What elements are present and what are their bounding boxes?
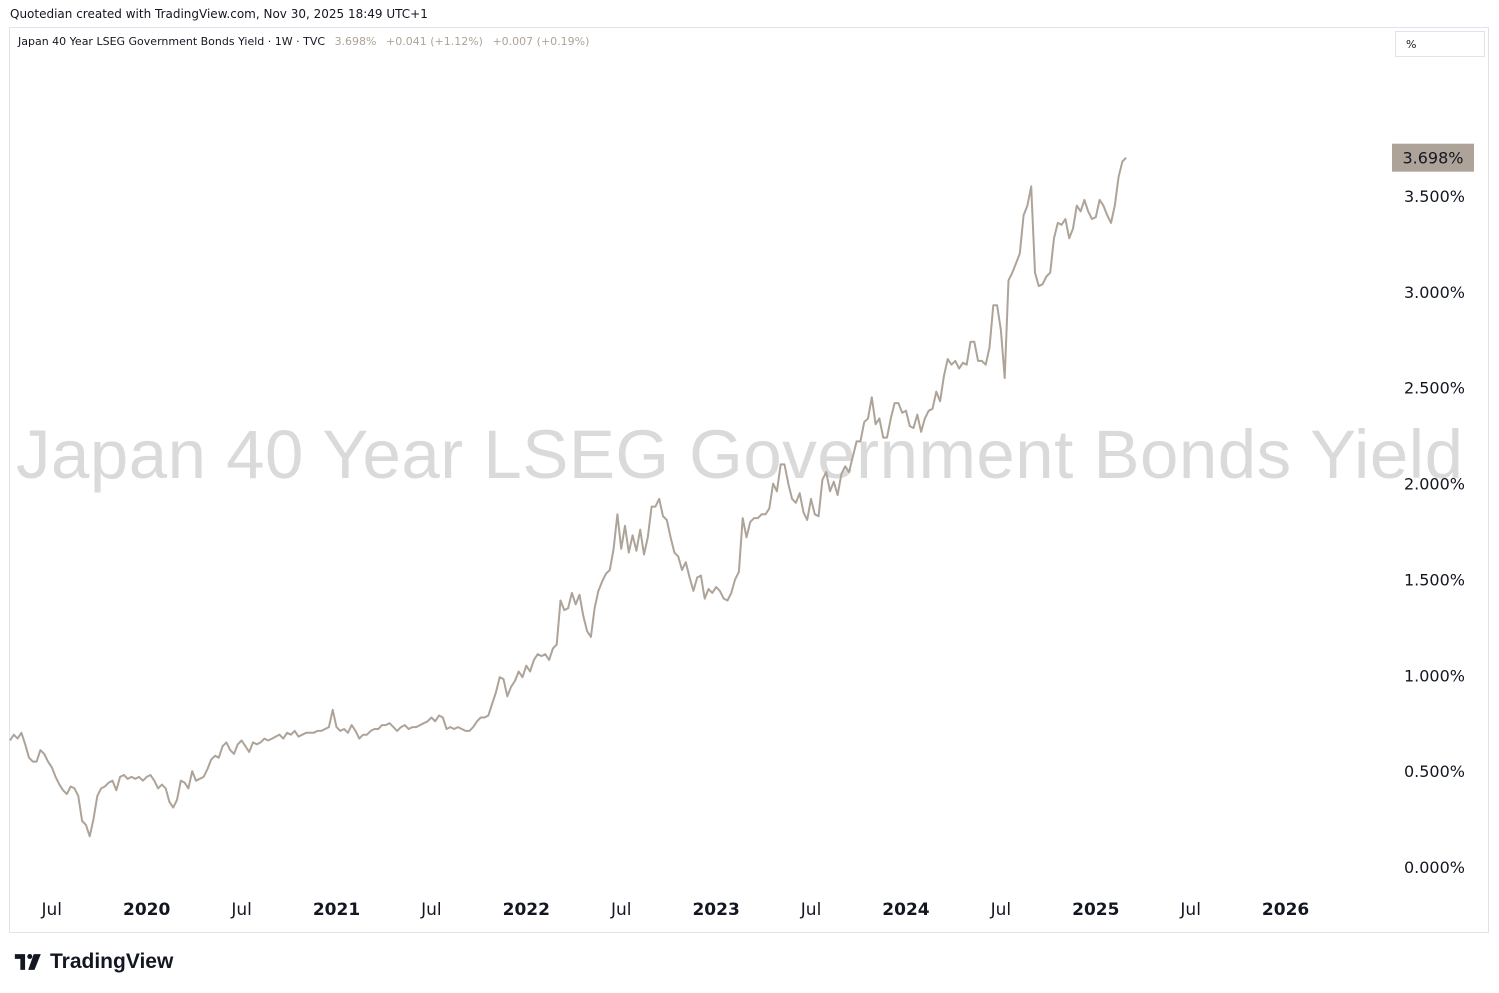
x-tick-label: 2026	[1262, 900, 1309, 920]
y-tick-label: 1.500%	[1404, 570, 1465, 589]
y-tick-label: 3.500%	[1404, 187, 1465, 206]
x-tick-label: Jul	[610, 900, 632, 920]
y-tick-label: 2.000%	[1404, 475, 1465, 494]
y-tick-label: 0.500%	[1404, 762, 1465, 781]
legend-last-value: 3.698%	[334, 35, 377, 48]
chart-credit: Quotedian created with TradingView.com, …	[10, 7, 428, 21]
x-tick-label: 2025	[1072, 900, 1119, 920]
legend-symbol[interactable]: Japan 40 Year LSEG Government Bonds Yiel…	[18, 35, 326, 48]
y-tick-label: 0.000%	[1404, 858, 1465, 877]
brand-name: TradingView	[50, 950, 174, 973]
series-line	[9, 157, 1127, 838]
x-tick-label: 2020	[123, 900, 170, 920]
y-tick-label: 2.500%	[1404, 379, 1465, 398]
chart-legend: Japan 40 Year LSEG Government Bonds Yiel…	[18, 35, 589, 48]
symbol-watermark: Japan 40 Year LSEG Government Bonds Yiel…	[16, 416, 1464, 493]
legend-change: +0.041 (+1.12%)	[386, 35, 483, 48]
last-value-label: 3.698%	[1402, 149, 1463, 168]
tradingview-brand[interactable]: TradingView	[12, 950, 173, 974]
x-tick-label: Jul	[41, 900, 63, 920]
x-tick-label: Jul	[420, 900, 442, 920]
last-value-label-bg	[1392, 143, 1474, 172]
x-tick-label: Jul	[800, 900, 822, 920]
x-tick-label: 2024	[882, 900, 929, 920]
unit-selector[interactable]: %	[1395, 31, 1485, 57]
x-tick-label: 2022	[503, 900, 550, 920]
tradingview-logo-icon	[14, 953, 41, 970]
y-tick-label: 1.000%	[1404, 666, 1465, 685]
x-tick-label: Jul	[1179, 900, 1201, 920]
chart-frame	[9, 27, 1489, 933]
x-tick-label: 2023	[692, 900, 739, 920]
x-tick-label: 2021	[313, 900, 360, 920]
legend-change-2: +0.007 (+0.19%)	[492, 35, 590, 48]
x-tick-label: Jul	[990, 900, 1012, 920]
y-tick-label: 3.000%	[1404, 283, 1465, 302]
x-tick-label: Jul	[230, 900, 252, 920]
